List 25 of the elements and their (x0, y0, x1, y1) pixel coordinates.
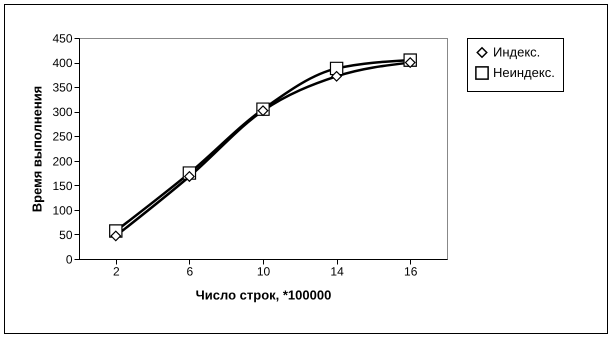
y-tick-label: 350 (52, 80, 73, 95)
x-tick-label: 16 (404, 264, 418, 278)
y-tick-label: 50 (59, 228, 73, 242)
legend-label: Индекс. (493, 44, 540, 60)
legend-label: Неиндекс. (493, 65, 555, 80)
point (330, 62, 344, 76)
x-axis-title: Число строк, *100000 (196, 288, 332, 302)
point (184, 171, 195, 182)
point (258, 105, 268, 116)
x-tick-label: 2 (112, 264, 120, 278)
point (331, 70, 342, 82)
y-tick-label: 250 (52, 130, 73, 144)
y-tick-label: 400 (52, 56, 73, 70)
point (110, 230, 122, 242)
y-tick-label: 0 (66, 252, 73, 266)
y-tick-label: 450 (52, 32, 73, 46)
y-axis-title: Время выполнения (29, 86, 44, 212)
y-tick-label: 300 (52, 105, 73, 120)
y-tick-label: 150 (52, 178, 73, 193)
y-tick-label: 200 (52, 154, 73, 168)
x-tick-label: 10 (256, 264, 270, 278)
x-tick-label: 14 (330, 264, 344, 278)
x-tick-label: 6 (186, 264, 194, 278)
y-tick-label: 100 (52, 203, 73, 218)
point (404, 57, 416, 68)
